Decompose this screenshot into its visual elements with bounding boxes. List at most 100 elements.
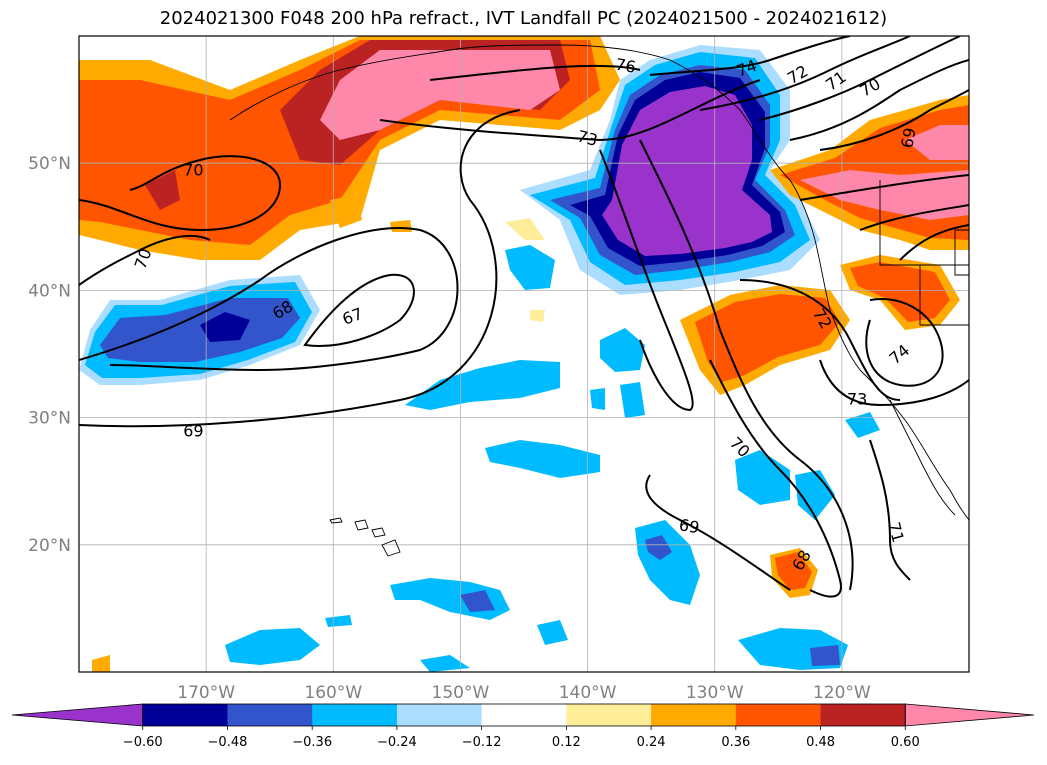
lon-tick-label: 150°W: [432, 683, 490, 703]
colorbar-bin: [820, 704, 906, 726]
contour-68: [79, 227, 459, 372]
latitude-labels: 20°N 30°N 40°N 50°N: [28, 154, 71, 556]
colorbar-outline: [142, 703, 906, 727]
colorbar-extend-high: [904, 703, 1035, 727]
contour-label-text: 69: [897, 126, 919, 149]
colorbar-bin: [735, 704, 822, 726]
colorbar-tick-label: 0.36: [721, 735, 750, 750]
shade-c-cyan-16: [325, 615, 352, 627]
shade-c-cyan-14: [620, 382, 645, 418]
contour-label-text: 69: [678, 515, 701, 537]
contour-label-text: 76: [614, 55, 637, 77]
shade-c-blue-7: [460, 590, 495, 612]
contour-label: 73: [575, 126, 600, 150]
contour-70-s: [709, 359, 842, 598]
contour-74-ca: [865, 298, 944, 387]
shade-ne-purple: [602, 86, 772, 256]
colorbar-tick-label: −0.48: [208, 735, 248, 750]
contour-74-n: [649, 36, 851, 76]
shade-c-cyan-1: [405, 360, 560, 410]
shade-c-cyan-10: [420, 655, 470, 672]
coast-hawaii-4: [381, 539, 401, 557]
contour-trough-1: [599, 149, 694, 412]
map-gridlines: [79, 36, 969, 672]
contour-label-text: 67: [340, 304, 366, 329]
shade-c-cyan-8: [225, 628, 320, 665]
longitude-labels: 170°W 160°W 150°W 140°W 130°W 120°W: [177, 683, 871, 703]
contour-label-text: 72: [784, 61, 811, 88]
shade-w-orange-sm2: [330, 195, 362, 228]
lon-tick-label: 170°W: [177, 683, 235, 703]
shade-pnw-pink-2: [905, 125, 969, 160]
contour-69-ne: [819, 89, 969, 151]
shade-w-navy: [200, 312, 250, 342]
coast-border-2: [919, 265, 969, 326]
contour-label: 69: [678, 515, 701, 537]
contour-label: 70: [857, 74, 884, 101]
shade-c-cyan-15: [537, 620, 568, 645]
colorbar-bin: [396, 704, 483, 726]
lat-tick-label: 30°N: [28, 409, 71, 429]
shade-c-cyan-7: [390, 578, 510, 620]
shade-c-cyan-2: [600, 328, 645, 372]
contour-label: 67: [340, 304, 366, 329]
contour-label-text: 70: [183, 161, 203, 180]
coast-border-1: [879, 180, 969, 266]
lon-tick-label: 140°W: [559, 683, 617, 703]
contour-se-1: [899, 224, 969, 261]
contour-label-text: 70: [857, 74, 884, 101]
shade-ca-red-2: [850, 262, 950, 322]
colorbar-extend-low: [11, 703, 144, 727]
shade-c-cyan-5: [735, 450, 790, 505]
colorbar-bin: [312, 704, 398, 726]
coast-hawaii-1: [329, 517, 343, 524]
contour-label: 74: [885, 341, 913, 369]
lon-tick-label: 130°W: [686, 683, 744, 703]
shade-c-cyan-3: [485, 440, 600, 478]
coast-hawaii-2: [354, 519, 369, 531]
contour-label-text: 71: [884, 520, 908, 545]
contour-label: 71: [884, 520, 908, 545]
contour-label-text: 73: [847, 390, 867, 409]
shade-c-cyan-12: [845, 412, 880, 438]
contour-label-text: 69: [183, 421, 203, 440]
contour-trough-2: [639, 139, 854, 591]
colorbar-bin: [142, 704, 228, 726]
shade-w-orange-sm3: [390, 220, 412, 232]
coast-border-3: [954, 229, 969, 276]
contour-73-ca: [819, 359, 969, 407]
colorbar-tick-label: −0.12: [462, 735, 502, 750]
shade-c-blue-9: [810, 645, 840, 666]
contour-70-nw: [79, 155, 282, 232]
colorbar-tick-label: 0.24: [637, 735, 666, 750]
map-title: 2024021300 F048 200 hPa refract., IVT La…: [159, 8, 888, 29]
contour-69-w: [79, 109, 521, 428]
shade-w-yellow-sm: [505, 218, 545, 240]
lat-tick-label: 20°N: [28, 536, 71, 556]
contour-label-text: 74: [885, 341, 913, 369]
coast-west-us: [814, 239, 969, 521]
contour-73: [379, 79, 761, 142]
contour-label: 76: [614, 55, 637, 77]
contour-label: 72: [784, 61, 811, 88]
shade-nw-darkred-2: [145, 170, 180, 210]
colorbar-tick-label: 0.48: [806, 735, 835, 750]
contour-69-s: [645, 474, 791, 591]
contour-label: 69: [183, 421, 203, 440]
shade-w-blue: [100, 298, 300, 362]
coastlines: [229, 44, 969, 557]
coast-hawaii-3: [371, 527, 386, 538]
colorbar-tick-label: −0.36: [292, 735, 332, 750]
coast-alaska: [229, 44, 816, 241]
lon-tick-label: 120°W: [813, 683, 871, 703]
colorbar-tick-label: 0.60: [891, 735, 920, 750]
colorbar-tick-label: 0.12: [552, 735, 581, 750]
shade-c-cyan-6: [795, 470, 835, 520]
colorbar-bin: [227, 704, 313, 726]
colorbar-bin: [651, 704, 737, 726]
lon-tick-label: 160°W: [304, 683, 362, 703]
contour-label: 73: [847, 390, 867, 409]
contour-label-text: 73: [575, 126, 600, 150]
map-frame: [78, 35, 970, 673]
